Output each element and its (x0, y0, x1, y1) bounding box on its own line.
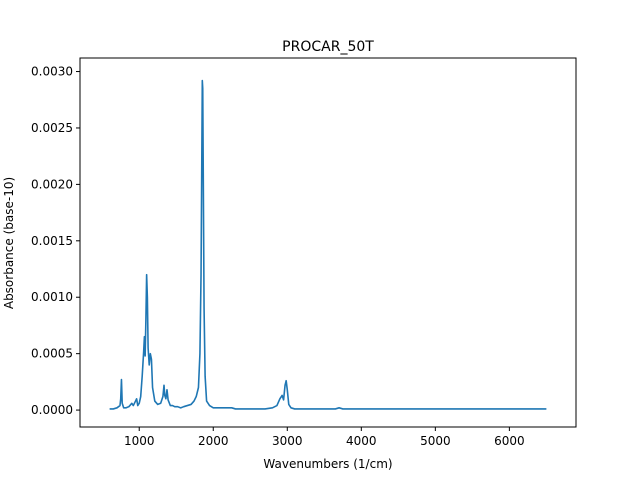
y-tick-label: 0.0025 (31, 121, 73, 135)
y-tick-label: 0.0030 (31, 65, 73, 79)
x-axis: 1000 2000 3000 4000 5000 6000 (124, 427, 525, 448)
y-tick-label: 0.0000 (31, 403, 73, 417)
x-tick-label: 2000 (198, 434, 229, 448)
x-tick-label: 4000 (346, 434, 377, 448)
x-tick-label: 3000 (272, 434, 303, 448)
x-tick-label: 5000 (420, 434, 451, 448)
spectrum-line (109, 79, 547, 410)
y-axis-label: Absorbance (base-10) (2, 177, 16, 309)
chart-title: PROCAR_50T (282, 39, 374, 55)
y-tick-label: 0.0005 (31, 347, 73, 361)
y-tick-label: 0.0020 (31, 177, 73, 191)
y-tick-label: 0.0015 (31, 234, 73, 248)
y-axis: 0.0000 0.0005 0.0010 0.0015 0.0020 0.0025 0.00… (31, 65, 80, 417)
plot-frame (79, 57, 577, 428)
x-tick-label: 1000 (124, 434, 155, 448)
x-tick-label: 6000 (494, 434, 525, 448)
x-axis-label: Wavenumbers (1/cm) (263, 457, 392, 471)
plot-area (109, 79, 547, 410)
y-tick-label: 0.0010 (31, 290, 73, 304)
